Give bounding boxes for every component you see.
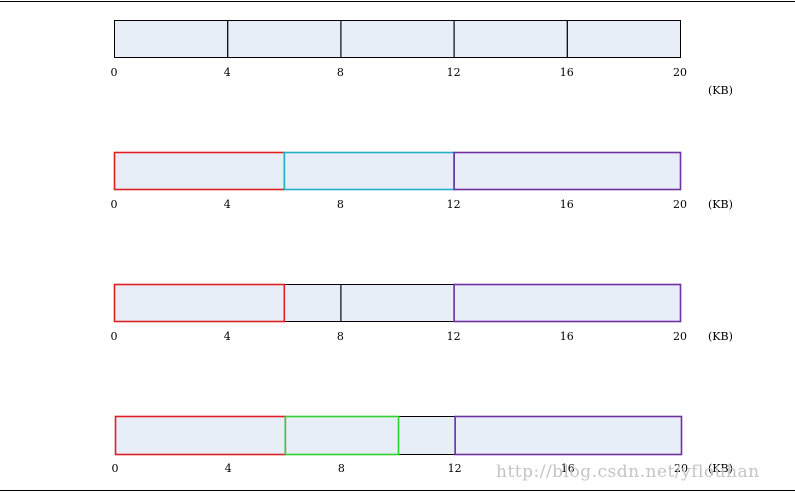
tick-label: 8 [337,462,345,475]
tick-label: 16 [559,198,574,211]
memory-row-2 [113,151,682,191]
tick-label: 0 [110,198,118,211]
memory-block-fill [284,152,455,190]
tick-label: 0 [111,462,119,475]
memory-block-fill [114,20,228,58]
memory-row-4 [114,415,683,456]
memory-block-purple [453,283,682,323]
memory-block-purple [454,415,683,456]
memory-row-3 [113,283,682,323]
unit-label: (KB) [708,330,733,343]
memory-block-fill [284,284,341,322]
unit-label: (KB) [708,198,733,211]
memory-block-fill [454,20,568,58]
tick-label: 12 [447,462,462,475]
memory-block-green [284,415,400,456]
memory-block-black [566,20,681,58]
tick-label: 20 [673,198,687,211]
memory-block-fill [115,416,286,455]
memory-block-fill [398,416,456,455]
memory-block-fill [340,284,455,322]
memory-block-purple [453,151,682,191]
memory-row-1 [114,20,681,58]
watermark-text: http://blog.csdn.net/yflouhan [496,462,760,482]
tick-label: 16 [560,462,575,475]
memory-block-fill [114,284,285,322]
unit-label: (KB) [708,462,733,475]
tick-label: 16 [559,330,574,343]
unit-label: (KB) [708,84,733,97]
memory-block-fill [114,152,285,190]
bottom-rule [0,490,795,491]
tick-label: 16 [559,66,574,79]
tick-label: 4 [223,198,231,211]
memory-block-fill [227,20,341,58]
tick-label: 4 [224,462,232,475]
tick-label: 12 [446,330,461,343]
tick-label: 20 [673,66,687,79]
tick-label: 8 [336,66,344,79]
memory-block-fill [340,20,455,58]
memory-block-fill [285,416,399,455]
memory-block-fill [454,284,681,322]
tick-label: 8 [336,330,344,343]
tick-label: 12 [446,198,461,211]
tick-label: 20 [673,330,687,343]
memory-block-fill [455,416,682,455]
tick-label: 12 [446,66,461,79]
memory-block-fill [567,20,681,58]
tick-label: 4 [223,330,231,343]
tick-label: 0 [110,330,118,343]
tick-label: 8 [336,198,344,211]
tick-label: 0 [110,66,118,79]
memory-block-red [113,283,286,323]
tick-label: 20 [674,462,688,475]
memory-block-fill [454,152,681,190]
top-rule [0,1,795,2]
tick-label: 4 [223,66,231,79]
